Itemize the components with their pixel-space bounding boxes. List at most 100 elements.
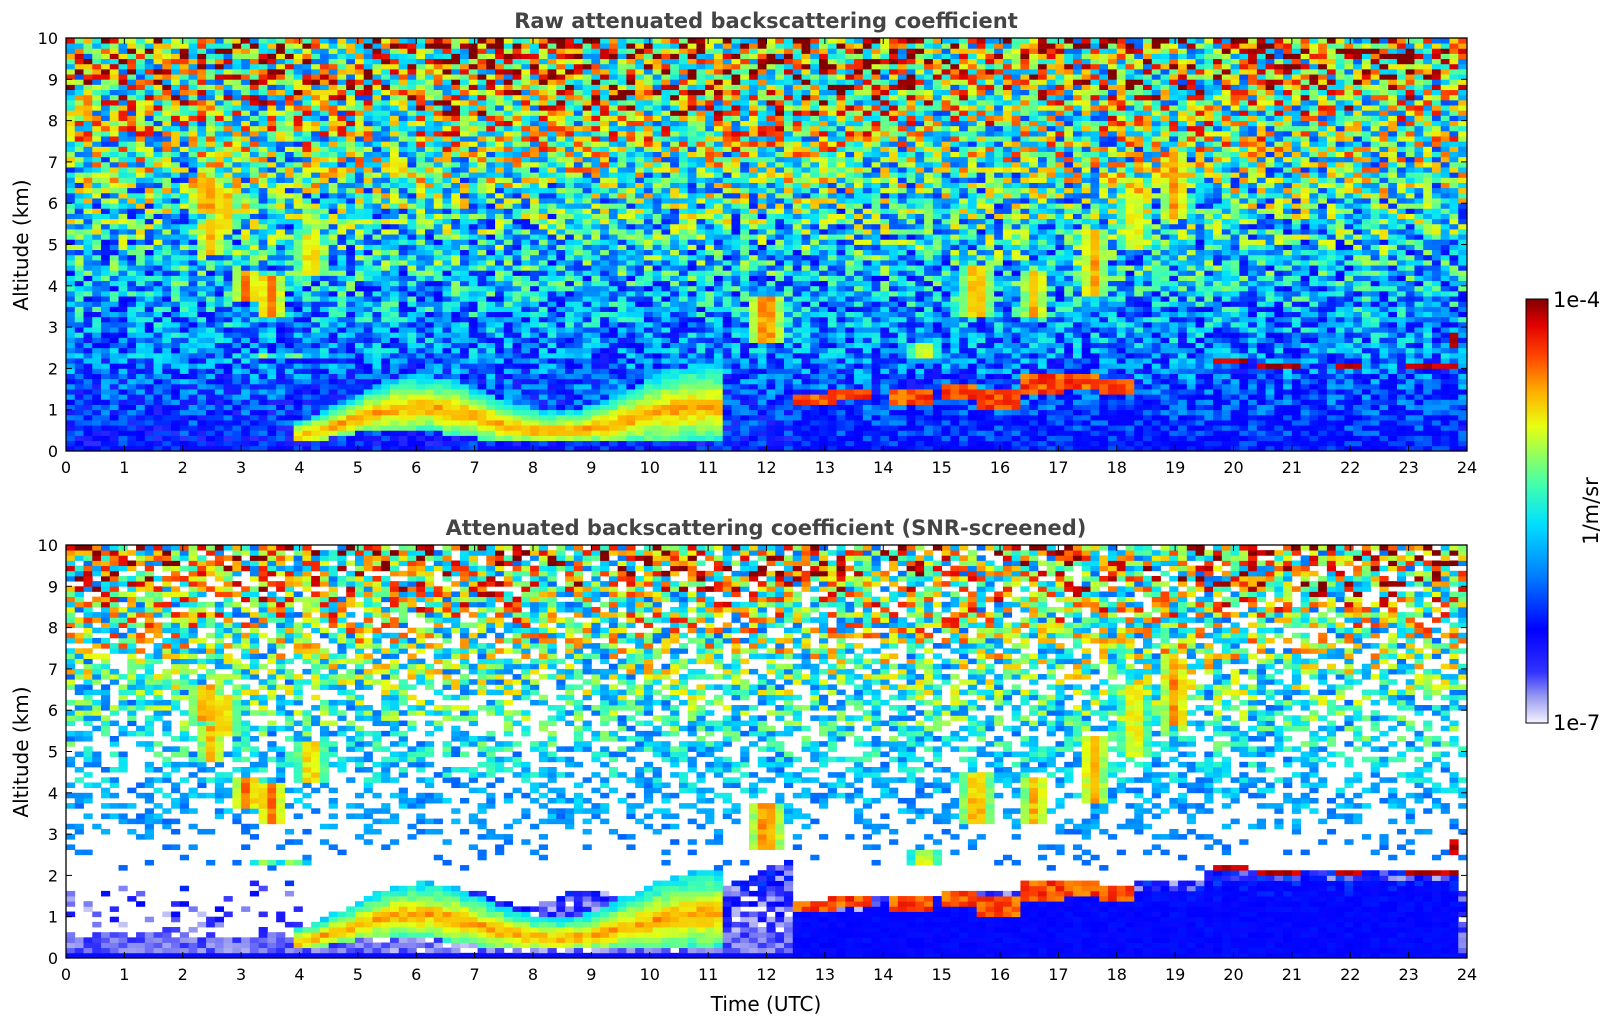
heatmap-cell [608,285,619,292]
heatmap-cell [556,296,566,302]
heatmap-cell [276,347,286,354]
heatmap-cell [232,141,242,147]
heatmap-cell [92,151,102,158]
heatmap-cell [425,125,435,132]
heatmap-cell [83,187,93,194]
heatmap-cell [381,373,391,380]
heatmap-cell [101,192,111,199]
heatmap-cell [495,110,505,116]
heatmap-cell [162,306,172,313]
heatmap-cell [92,172,102,178]
heatmap-cell [565,244,575,251]
heatmap-cell [381,332,391,338]
heatmap-cell [521,229,531,235]
heatmap-cell [109,311,119,318]
heatmap-cell [284,94,295,101]
heatmap-cell [354,306,365,313]
heatmap-cell [547,141,557,147]
heatmap-cell [118,358,128,364]
heatmap-cell [66,161,76,168]
heatmap-cell [521,198,531,204]
heatmap-cell [363,182,373,189]
heatmap-cell [171,89,181,96]
heatmap-cell [293,151,303,158]
heatmap-cell [460,239,470,245]
heatmap-cell [188,311,198,318]
heatmap-cell [416,94,426,101]
heatmap-cell [206,254,216,261]
heatmap-cell [538,296,548,302]
heatmap-cell [425,151,435,158]
heatmap-cell [153,389,163,395]
heatmap-cell [109,79,119,85]
heatmap-cell [425,213,435,220]
heatmap-cell [328,115,338,121]
heatmap-cell [398,352,408,359]
heatmap-cell [74,234,84,240]
heatmap-cell [101,290,111,297]
heatmap-cell [214,414,225,421]
heatmap-cell [538,352,548,359]
heatmap-cell [153,182,163,189]
heatmap-cell [328,53,338,60]
heatmap-cell [573,182,584,189]
heatmap-cell [319,198,330,204]
heatmap-cell [416,187,426,194]
heatmap-cell [363,321,373,328]
heatmap-cell [346,146,356,152]
heatmap-cell [477,63,487,70]
heatmap-cell [232,259,242,266]
heatmap-cell [66,198,76,204]
heatmap-cell [249,223,260,230]
heatmap-cell [486,79,496,85]
heatmap-cell [503,420,513,426]
heatmap-cell [92,136,102,142]
heatmap-cell [92,74,102,80]
heatmap-cell [319,141,330,147]
heatmap-cell [311,74,321,80]
heatmap-cell [565,420,575,426]
heatmap-cell [179,358,189,364]
heatmap-cell [486,244,496,251]
heatmap-cell [74,198,84,204]
heatmap-cell [407,394,417,400]
heatmap-cell [258,265,268,271]
heatmap-cell [565,275,575,282]
heatmap-cell [293,249,303,256]
heatmap-cell [197,440,207,447]
heatmap-cell [144,358,154,364]
heatmap-cell [144,208,154,214]
heatmap-cell [521,172,531,178]
heatmap-cell [311,84,321,91]
heatmap-cell [179,53,189,60]
heatmap-cell [425,270,435,276]
heatmap-cell [425,404,435,411]
heatmap-cell [451,218,461,225]
heatmap-cell [83,208,93,214]
heatmap-cell [591,79,601,85]
heatmap-cell [74,285,84,292]
heatmap-cell [495,409,505,416]
heatmap-cell [398,74,408,80]
heatmap-cell [179,389,189,395]
heatmap-cell [381,234,391,240]
heatmap-cell [109,368,119,374]
heatmap-cell [416,363,426,369]
heatmap-cell [206,327,216,333]
heatmap-cell [530,306,540,313]
heatmap-cell [346,254,356,261]
heatmap-cell [223,125,233,132]
heatmap-cell [512,280,522,287]
heatmap-cell [179,58,189,65]
heatmap-cell [284,275,295,282]
heatmap-cell [573,363,584,369]
heatmap-cell [530,275,540,282]
heatmap-cell [302,259,312,266]
heatmap-cell [547,94,557,101]
heatmap-cell [284,84,295,91]
heatmap-cell [214,213,225,220]
heatmap-cell [232,311,242,318]
heatmap-cell [372,161,382,168]
heatmap-cell [118,435,128,442]
heatmap-cell [284,172,295,178]
